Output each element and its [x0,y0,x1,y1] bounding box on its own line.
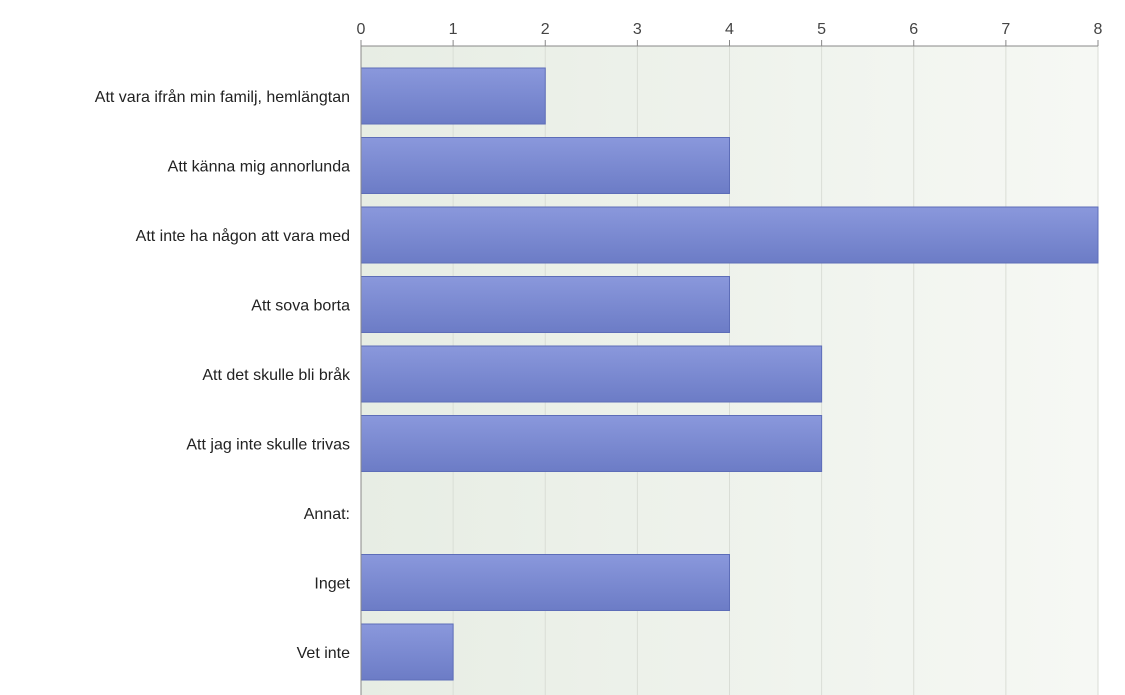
bar [360,415,823,472]
bar [360,276,730,333]
category-label: Att sova borta [251,298,350,315]
x-axis: 0 1 2 3 4 5 6 7 8 [357,21,1103,695]
category-label: Annat: [304,506,350,523]
bar [360,623,454,681]
category-label: Att känna mig annorlunda [168,159,350,176]
bar [360,206,1099,264]
bar [360,554,730,611]
bar [360,67,546,125]
x-tick-label: 4 [725,21,734,38]
x-tick-label: 7 [1001,21,1010,38]
x-tick-label: 2 [541,21,550,38]
x-tick-label: 1 [449,21,458,38]
x-tick-label: 3 [633,21,642,38]
category-labels: Att vara ifrån min familj, hemlängtan Att… [95,88,351,662]
x-tick-label: 6 [909,21,918,38]
category-label: Att det skulle bli bråk [202,366,351,384]
category-label: Att vara ifrån min familj, hemlängtan [95,88,350,106]
category-label: Att inte ha någon att vara med [136,227,350,245]
x-tick-label: 0 [357,21,366,38]
x-tick-label: 8 [1094,21,1103,38]
category-label: Att jag inte skulle trivas [186,437,350,454]
category-label: Vet inte [297,645,350,662]
bar [360,345,823,403]
category-label: Inget [314,576,350,593]
x-tick-label: 5 [817,21,826,38]
bar [360,137,730,194]
